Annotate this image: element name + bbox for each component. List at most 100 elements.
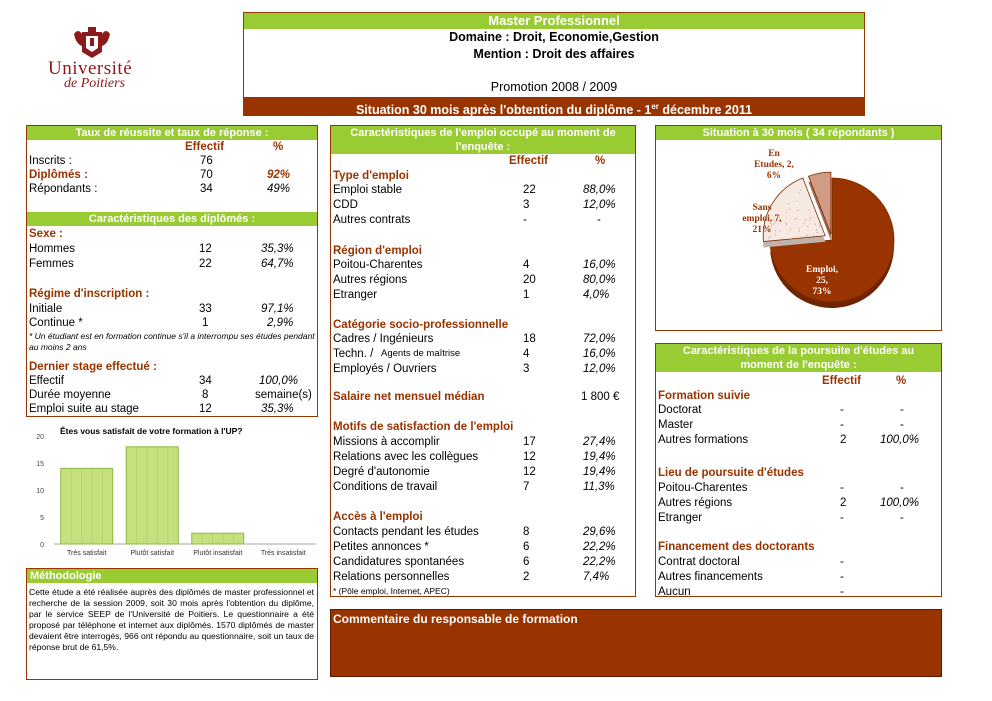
logo-sub: de Poitiers — [64, 76, 125, 92]
y-tick-label: 20 — [36, 434, 44, 441]
pie-texture-dot — [803, 222, 804, 223]
pie-texture-dot — [775, 230, 776, 231]
pie-label: 6% — [767, 171, 781, 181]
taux-box: Taux de réussite et taux de réponse : Ef… — [26, 125, 318, 417]
motifs-row: Missions à accomplir 17 27,4% — [331, 435, 635, 449]
situation-sup: er — [651, 102, 659, 111]
x-tick-label: Très satisfait — [67, 550, 106, 557]
x-tick-label: Très insatisfait — [261, 550, 306, 557]
pie-texture-dot — [805, 219, 806, 220]
poursuite-box: Caractéristiques de la poursuite d'étude… — [655, 343, 942, 597]
region-row: Poitou-Charentes 4 16,0% — [331, 258, 635, 272]
type-title: Type d'emploi — [333, 169, 409, 183]
pie-texture-dot — [815, 224, 816, 225]
csp-title: Catégorie socio-professionnelle — [333, 318, 508, 332]
sexe-row: Hommes 12 35,3% — [27, 242, 317, 256]
diplomes-title: Caractéristiques des diplômés : — [27, 212, 317, 226]
motifs-title: Motifs de satisfaction de l'emploi — [333, 420, 513, 434]
formation-row: Doctorat - - — [656, 403, 941, 417]
situation-box: Situation à 30 mois ( 34 répondants ) Em… — [655, 125, 942, 331]
acces-row: Contacts pendant les études 8 29,6% — [331, 525, 635, 539]
regime-title: Régime d'inscription : — [29, 287, 149, 301]
methodo-box: Méthodologie Cette étude a été réalisée … — [26, 568, 318, 680]
fin-row: Autres financements - — [656, 570, 941, 584]
formation-row: Autres formations 2 100,0% — [656, 433, 941, 447]
y-tick-label: 10 — [36, 488, 44, 495]
pie-texture-dot — [795, 218, 796, 219]
satisfaction-chart: Êtes vous satisfait de votre formation à… — [26, 420, 318, 565]
bar — [61, 468, 113, 544]
situation-end: décembre 2011 — [659, 103, 752, 117]
regime-note: * Un étudiant est en formation continue … — [29, 331, 315, 353]
situation-main: Situation 30 mois après l'obtention du d… — [356, 103, 651, 117]
stage-title: Dernier stage effectué : — [29, 360, 157, 374]
pie-texture-dot — [816, 229, 817, 230]
pie-texture-dot — [775, 234, 776, 235]
pie-label: 21% — [753, 225, 772, 235]
x-tick-label: Plutôt satisfait — [130, 550, 174, 557]
salaire-row: Salaire net mensuel médian 1 800 € — [331, 390, 635, 404]
taux-col-effectif: Effectif — [185, 140, 224, 154]
type-row: Autres contrats - - — [331, 213, 635, 227]
emploi-col-pct: % — [595, 154, 605, 168]
lieu-row: Poitou-Charentes - - — [656, 481, 941, 495]
type-row: Emploi stable 22 88,0% — [331, 183, 635, 197]
pie-texture-dot — [813, 235, 814, 236]
university-logo: Université de Poitiers — [38, 26, 146, 94]
pie-texture-dot — [790, 228, 791, 229]
csp-row: Cadres / Ingénieurs 18 72,0% — [331, 332, 635, 346]
regime-row: Continue * 1 2,9% — [27, 316, 317, 330]
poursuite-title: Caractéristiques de la poursuite d'étude… — [656, 344, 941, 372]
pie-texture-dot — [786, 212, 787, 213]
csp-row: Techn. / Agents de maîtrise 4 16,0% — [331, 347, 635, 361]
emploi-col-effectif: Effectif — [509, 154, 548, 168]
pie-texture-dot — [809, 209, 810, 210]
motifs-row: Degré d'autonomie 12 19,4% — [331, 465, 635, 479]
stage-row: Effectif 34 100,0% — [27, 374, 317, 388]
sexe-title: Sexe : — [29, 227, 63, 241]
taux-row: Inscrits : 76 — [27, 154, 317, 168]
bar — [126, 447, 178, 544]
pie-label: 25, — [816, 276, 829, 286]
emploi-box: Caractéristiques de l'emploi occupé au m… — [330, 125, 636, 597]
methodo-text: Cette étude a été réalisée auprès des di… — [29, 587, 314, 653]
pie-texture-dot — [780, 231, 781, 232]
emploi-title: Caractéristiques de l'emploi occupé au m… — [331, 126, 635, 154]
acces-title: Accès à l'emploi — [333, 510, 423, 524]
type-row: CDD 3 12,0% — [331, 198, 635, 212]
y-tick-label: 5 — [40, 515, 44, 522]
pie-texture-dot — [799, 231, 800, 232]
fin-row: Contrat doctoral - — [656, 555, 941, 569]
situation-pie-svg: Emploi,25,73% Sansemploi, 7,21% EnEtudes, … — [656, 140, 943, 330]
header-mention: Mention : Droit des affaires — [244, 47, 864, 61]
pie-texture-dot — [791, 238, 792, 239]
header-domaine: Domaine : Droit, Economie,Gestion — [244, 30, 864, 44]
lieu-row: Etranger - - — [656, 511, 941, 525]
commentaire-title: Commentaire du responsable de formation — [333, 612, 578, 626]
taux-row: Diplômés : 70 92% — [27, 168, 317, 182]
pie-texture-dot — [800, 189, 801, 190]
pie-texture-dot — [788, 203, 789, 204]
region-row: Etranger 1 4,0% — [331, 288, 635, 302]
region-row: Autres régions 20 80,0% — [331, 273, 635, 287]
pie-texture-dot — [789, 209, 790, 210]
pie-texture-dot — [768, 237, 769, 238]
pie-label: Sans — [752, 203, 771, 213]
bar-chart-svg: 0 5 10 15 20 Très satisfait Plutôt satisfait Pl… — [26, 420, 318, 565]
taux-title: Taux de réussite et taux de réponse : — [27, 126, 317, 140]
motifs-row: Conditions de travail 7 11,3% — [331, 480, 635, 494]
y-tick-label: 15 — [36, 461, 44, 468]
acces-row: Relations personnelles 2 7,4% — [331, 570, 635, 584]
header-promotion: Promotion 2008 / 2009 — [244, 80, 864, 94]
acces-row: Petites annonces * 6 22,2% — [331, 540, 635, 554]
situation-title: Situation à 30 mois ( 34 répondants ) — [656, 126, 941, 140]
poursuite-col-pct: % — [896, 374, 906, 388]
taux-row: Répondants : 34 49% — [27, 182, 317, 196]
region-title: Région d'emploi — [333, 244, 422, 258]
pie-texture-dot — [817, 232, 818, 233]
sexe-row: Femmes 22 64,7% — [27, 257, 317, 271]
motifs-row: Relations avec les collègues 12 19,4% — [331, 450, 635, 464]
pie-label: emploi, 7, — [742, 214, 782, 224]
acces-note: * (Pôle emploi, Internet, APEC) — [333, 586, 450, 597]
pie-texture-dot — [796, 218, 797, 219]
